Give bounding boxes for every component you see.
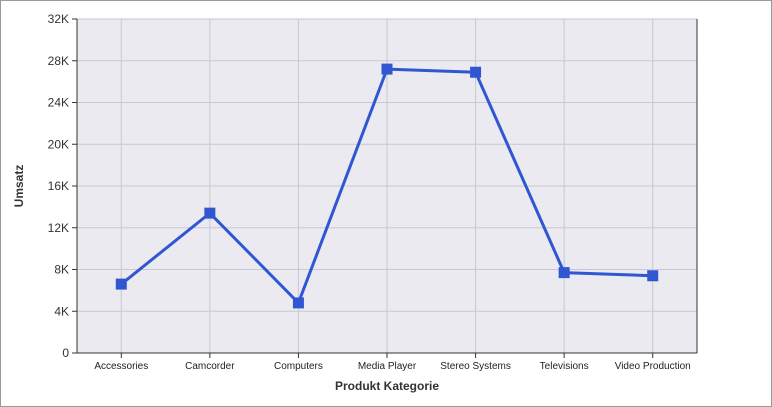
series [115, 63, 659, 309]
x-tick-label: Video Production [615, 361, 691, 372]
x-tick-label: Stereo Systems [440, 361, 511, 372]
y-tick-label: 4K [54, 304, 69, 318]
data-point-marker [470, 66, 482, 78]
x-tick-label: Camcorder [185, 361, 235, 372]
data-point-marker [292, 297, 304, 309]
x-axis-ticks: Accessories Camcorder Computers Media Playe… [94, 353, 691, 372]
x-axis-title: Produkt Kategorie [335, 379, 439, 393]
y-tick-label: 8K [54, 263, 69, 277]
y-tick-label: 16K [48, 179, 69, 193]
grid [77, 18, 697, 353]
y-tick-label: 20K [48, 137, 69, 151]
x-tick-label: Televisions [540, 361, 589, 372]
data-point-marker [115, 278, 127, 290]
y-axis-ticks: 0 4K 8K 12K 16K 20K 24K 28K 32K [48, 12, 77, 360]
y-tick-label: 28K [48, 54, 69, 68]
y-tick-label: 24K [48, 96, 69, 110]
y-axis-title: Umsatz [12, 165, 26, 208]
y-tick-label: 0 [62, 346, 69, 360]
y-tick-label: 32K [48, 12, 69, 26]
data-point-marker [647, 270, 659, 282]
x-tick-label: Computers [274, 361, 323, 372]
data-point-marker [558, 267, 570, 279]
x-tick-label: Accessories [94, 361, 148, 372]
x-tick-label: Media Player [358, 361, 417, 372]
data-point-marker [204, 207, 216, 219]
data-point-marker [381, 63, 393, 75]
y-tick-label: 12K [48, 221, 69, 235]
